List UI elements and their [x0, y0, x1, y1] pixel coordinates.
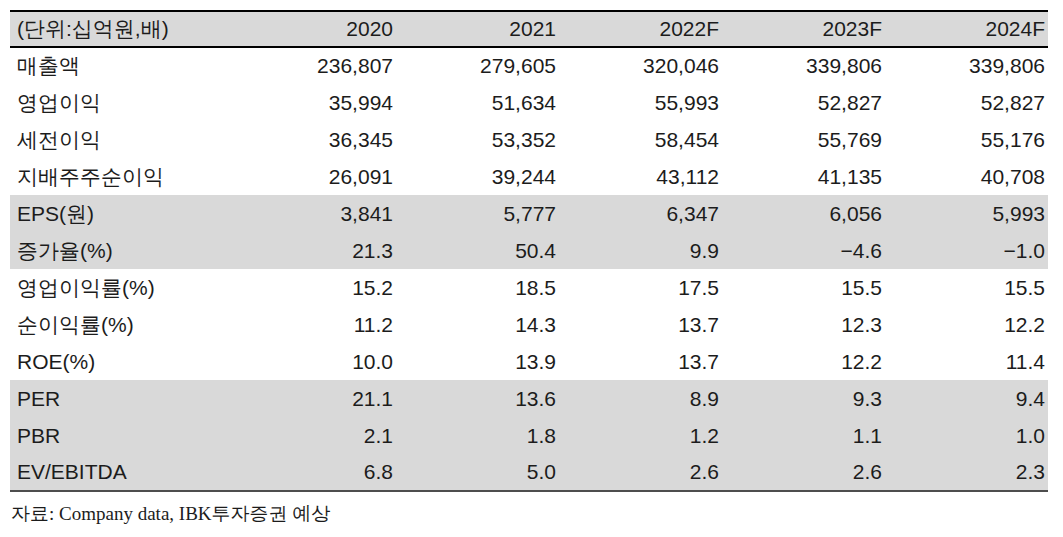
unit-header: (단위:십억원,배)	[10, 11, 233, 47]
column-header: 2020	[233, 11, 396, 47]
source-note: 자료: Company data, IBK투자증권 예상	[11, 501, 330, 527]
table-row: EPS(원)3,8415,7776,3476,0565,993	[10, 195, 1048, 232]
table-row: 영업이익률(%)15.218.517.515.515.5	[10, 269, 1048, 306]
table-row: PER21.113.68.99.39.4	[10, 380, 1048, 417]
cell-value: 36,345	[233, 121, 396, 158]
cell-value: 12.3	[722, 306, 885, 343]
cell-value: 52,827	[722, 84, 885, 121]
cell-value: 55,176	[885, 121, 1048, 158]
cell-value: 8.9	[559, 380, 722, 417]
cell-value: 6.8	[233, 454, 396, 491]
table-row: 영업이익35,99451,63455,99352,82752,827	[10, 84, 1048, 121]
cell-value: 5,993	[885, 195, 1048, 232]
cell-value: 41,135	[722, 158, 885, 195]
cell-value: 9.3	[722, 380, 885, 417]
cell-value: 13.7	[559, 306, 722, 343]
financial-summary-page: (단위:십억원,배) 202020212022F2023F2024F 매출액23…	[0, 0, 1063, 537]
row-label: 영업이익	[10, 84, 233, 121]
cell-value: 320,046	[559, 47, 722, 84]
cell-value: 17.5	[559, 269, 722, 306]
cell-value: −1.0	[885, 232, 1048, 269]
cell-value: 40,708	[885, 158, 1048, 195]
cell-value: 53,352	[396, 121, 559, 158]
table-row: 증가율(%)21.350.49.9−4.6−1.0	[10, 232, 1048, 269]
cell-value: 1.8	[396, 417, 559, 454]
cell-value: 11.2	[233, 306, 396, 343]
cell-value: 43,112	[559, 158, 722, 195]
table-row: 매출액236,807279,605320,046339,806339,806	[10, 47, 1048, 84]
cell-value: 14.3	[396, 306, 559, 343]
cell-value: 11.4	[885, 343, 1048, 380]
cell-value: 10.0	[233, 343, 396, 380]
cell-value: −4.6	[722, 232, 885, 269]
table-row: ROE(%)10.013.913.712.211.4	[10, 343, 1048, 380]
cell-value: 5.0	[396, 454, 559, 491]
cell-value: 21.1	[233, 380, 396, 417]
cell-value: 13.7	[559, 343, 722, 380]
cell-value: 55,993	[559, 84, 722, 121]
table-row: PBR2.11.81.21.11.0	[10, 417, 1048, 454]
cell-value: 26,091	[233, 158, 396, 195]
table-row: EV/EBITDA6.85.02.62.62.3	[10, 454, 1048, 491]
column-header: 2023F	[722, 11, 885, 47]
cell-value: 9.4	[885, 380, 1048, 417]
row-label: 매출액	[10, 47, 233, 84]
cell-value: 5,777	[396, 195, 559, 232]
cell-value: 2.6	[722, 454, 885, 491]
row-label: PER	[10, 380, 233, 417]
row-label: 지배주주순이익	[10, 158, 233, 195]
cell-value: 279,605	[396, 47, 559, 84]
row-label: ROE(%)	[10, 343, 233, 380]
row-label: PBR	[10, 417, 233, 454]
cell-value: 55,769	[722, 121, 885, 158]
cell-value: 15.5	[722, 269, 885, 306]
cell-value: 52,827	[885, 84, 1048, 121]
cell-value: 15.2	[233, 269, 396, 306]
cell-value: 3,841	[233, 195, 396, 232]
row-label: 순이익률(%)	[10, 306, 233, 343]
cell-value: 18.5	[396, 269, 559, 306]
column-header: 2021	[396, 11, 559, 47]
cell-value: 236,807	[233, 47, 396, 84]
cell-value: 15.5	[885, 269, 1048, 306]
cell-value: 339,806	[885, 47, 1048, 84]
cell-value: 12.2	[722, 343, 885, 380]
row-label: EPS(원)	[10, 195, 233, 232]
cell-value: 51,634	[396, 84, 559, 121]
row-label: EV/EBITDA	[10, 454, 233, 491]
header-row: (단위:십억원,배) 202020212022F2023F2024F	[10, 11, 1048, 47]
cell-value: 2.6	[559, 454, 722, 491]
cell-value: 58,454	[559, 121, 722, 158]
column-header: 2022F	[559, 11, 722, 47]
cell-value: 13.9	[396, 343, 559, 380]
cell-value: 35,994	[233, 84, 396, 121]
cell-value: 2.1	[233, 417, 396, 454]
row-label: 증가율(%)	[10, 232, 233, 269]
cell-value: 39,244	[396, 158, 559, 195]
cell-value: 21.3	[233, 232, 396, 269]
column-header: 2024F	[885, 11, 1048, 47]
cell-value: 9.9	[559, 232, 722, 269]
table-row: 세전이익36,34553,35258,45455,76955,176	[10, 121, 1048, 158]
cell-value: 339,806	[722, 47, 885, 84]
financial-table: (단위:십억원,배) 202020212022F2023F2024F 매출액23…	[10, 10, 1048, 492]
cell-value: 2.3	[885, 454, 1048, 491]
cell-value: 13.6	[396, 380, 559, 417]
cell-value: 1.1	[722, 417, 885, 454]
table-row: 순이익률(%)11.214.313.712.312.2	[10, 306, 1048, 343]
cell-value: 12.2	[885, 306, 1048, 343]
cell-value: 6,347	[559, 195, 722, 232]
table-row: 지배주주순이익26,09139,24443,11241,13540,708	[10, 158, 1048, 195]
cell-value: 1.2	[559, 417, 722, 454]
cell-value: 1.0	[885, 417, 1048, 454]
row-label: 영업이익률(%)	[10, 269, 233, 306]
row-label: 세전이익	[10, 121, 233, 158]
cell-value: 50.4	[396, 232, 559, 269]
cell-value: 6,056	[722, 195, 885, 232]
